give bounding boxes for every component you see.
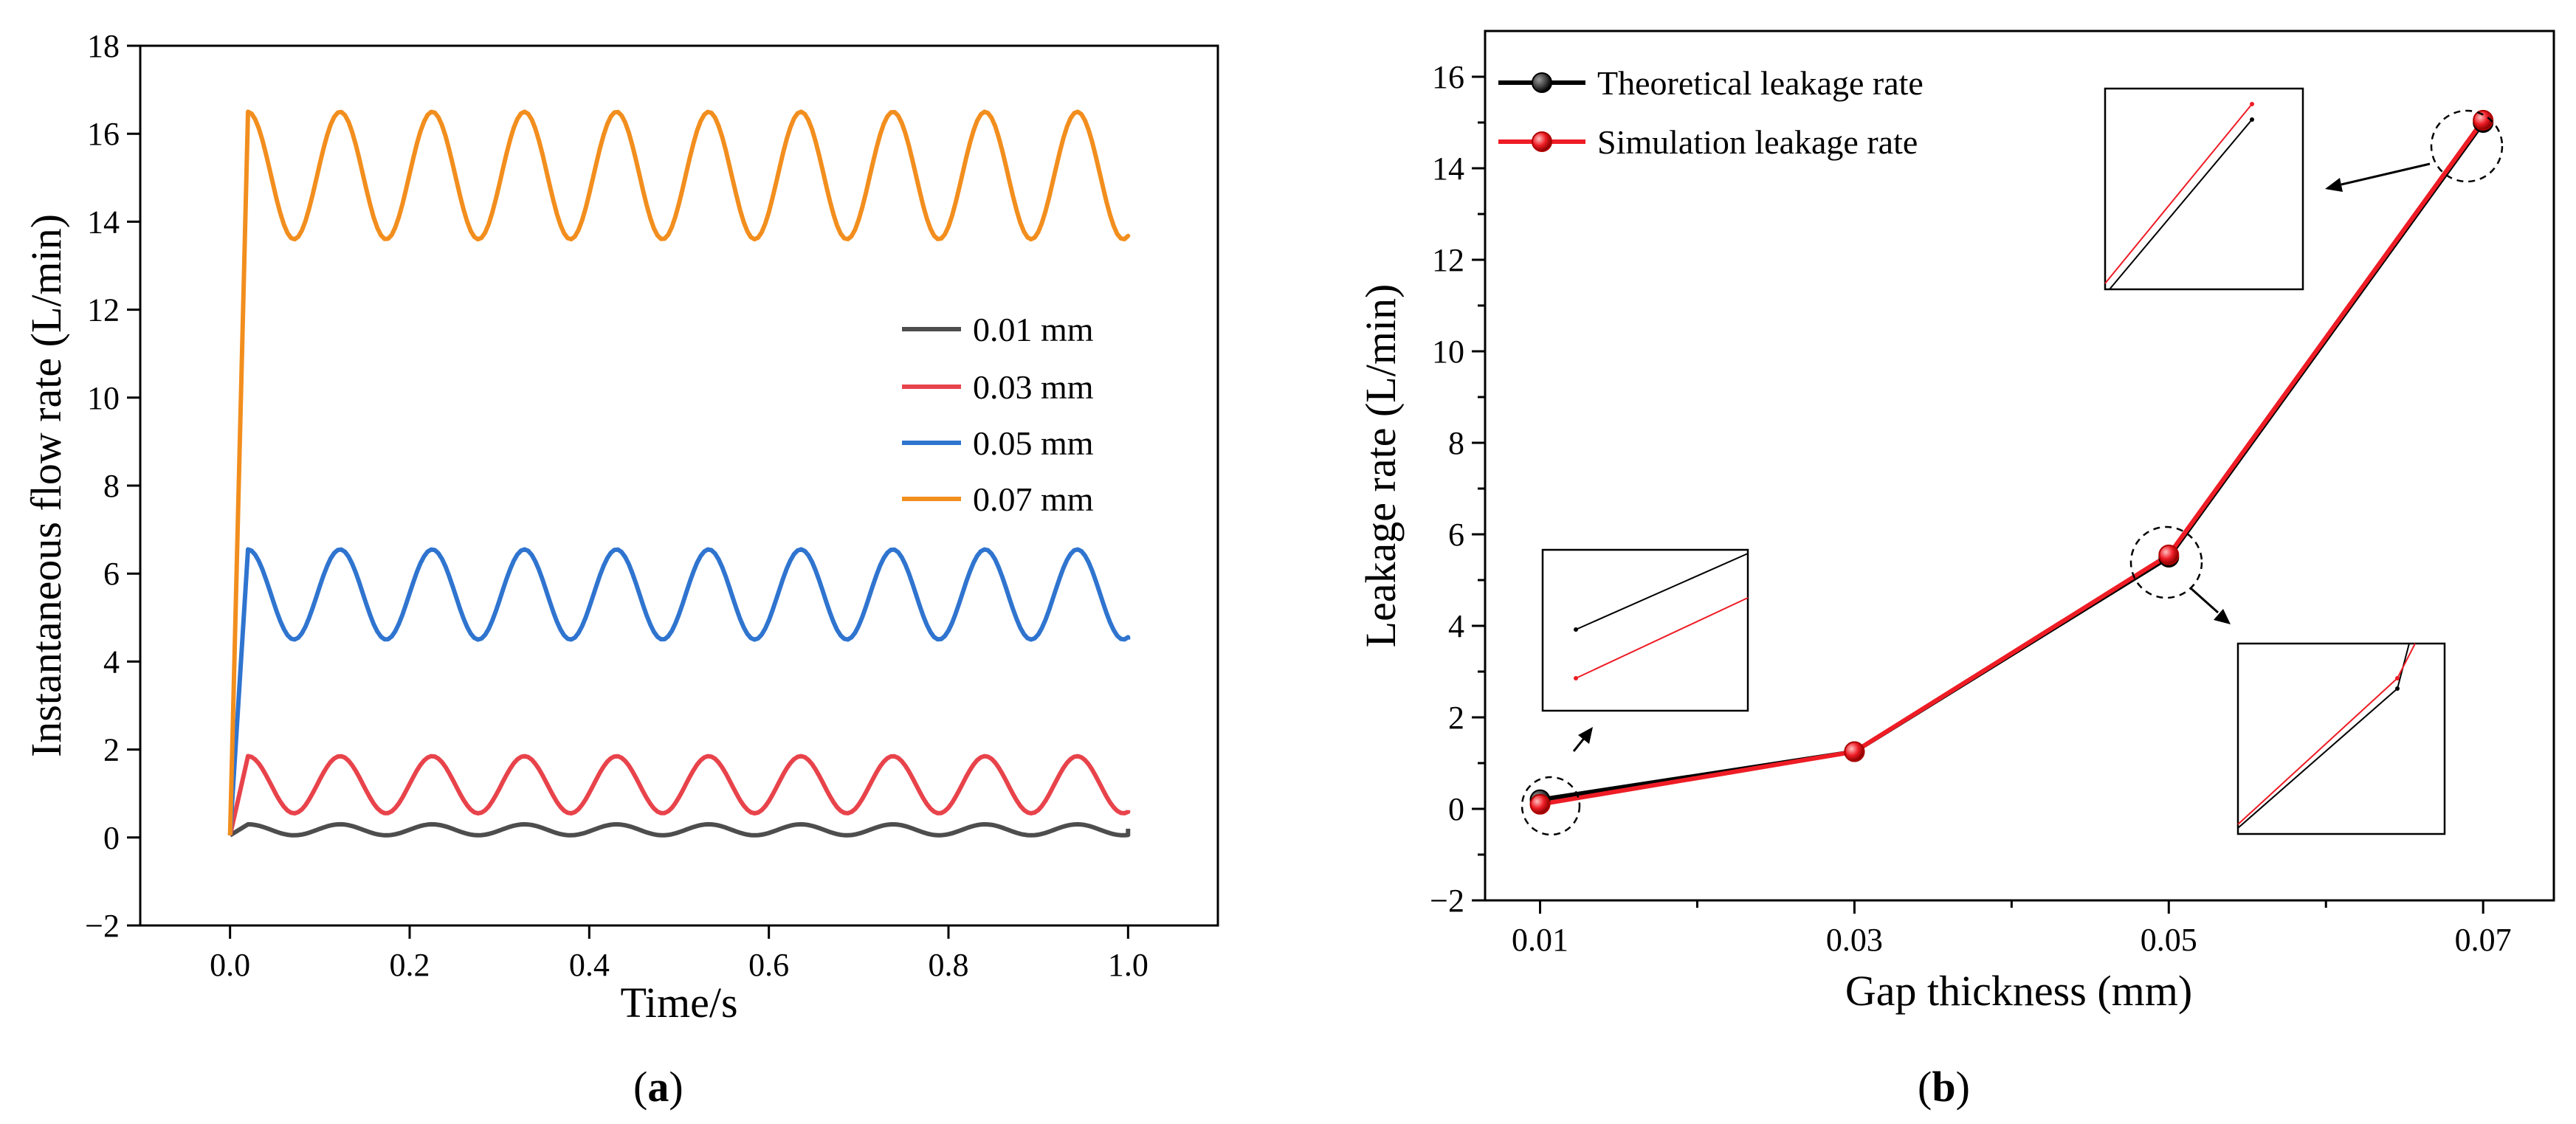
chart-b-ytick-label-3: 4	[1448, 608, 1464, 644]
chart-b-xlabel: Gap thickness (mm)	[1845, 967, 2192, 1015]
legend-marker-simulation	[1532, 131, 1552, 152]
chart-a-ytick-label-8: 14	[87, 204, 120, 240]
legend-label-0-03-mm: 0.03 mm	[973, 368, 1094, 406]
chart-a-ytick-label-5: 8	[103, 468, 120, 504]
chart-b-ytick-label-2: 2	[1448, 700, 1464, 736]
zoom-circle-0-07	[2430, 109, 2504, 183]
chart-a-ytick-label-2: 2	[103, 732, 120, 768]
chart-a-series	[227, 109, 1131, 838]
chart-b-ytick-label-7: 12	[1432, 242, 1464, 278]
chart-b-legend: Theoretical leakage rate Simulation leak…	[1498, 64, 1924, 161]
chart-b: 0.01 0.03 0.05 0.07 −2 0 2 4 6 8 10 12 14 16	[1357, 30, 2555, 1111]
point-simulation-leakage-rate-3	[2473, 109, 2494, 131]
legend-label-simulation: Simulation leakage rate	[1597, 123, 1918, 161]
chart-b-ytick-label-6: 10	[1432, 334, 1464, 370]
series-line-0-01-mm	[229, 821, 1131, 838]
chart-a-xtick-label-3: 0.6	[748, 947, 789, 983]
chart-b-xtick-label-0: 0.01	[1512, 922, 1568, 958]
series-line-0-03-mm	[227, 754, 1131, 836]
legend-label-0-01-mm: 0.01 mm	[973, 311, 1094, 348]
series-line-0-05-mm	[227, 547, 1131, 835]
zoom-arrow-0-01	[1572, 727, 1593, 752]
chart-b-ylabel: Leakage rate (L/min)	[1357, 284, 1405, 648]
chart-a-ylabel: Instantaneous flow rate (L/min)	[22, 214, 70, 757]
panel-label-b: (b)	[1918, 1063, 1970, 1111]
chart-a-ytick-label-7: 12	[87, 292, 120, 328]
panel-label-a: (a)	[633, 1063, 683, 1111]
zoom-inset-0-07	[2104, 87, 2304, 291]
chart-b-frame	[1484, 30, 2555, 902]
point-simulation-leakage-rate-2	[2158, 544, 2180, 565]
chart-a-ytick-label-0: −2	[85, 908, 120, 944]
chart-a-ytick-label-1: 0	[103, 820, 120, 856]
zoom-inset-0-01	[1541, 548, 1749, 712]
zoom-arrow-0-07	[2325, 162, 2431, 192]
legend-marker-theoretical	[1532, 72, 1552, 93]
legend-label-0-05-mm: 0.05 mm	[973, 424, 1094, 462]
chart-a-xtick-label-5: 1.0	[1108, 947, 1148, 983]
chart-b-xtick-label-1: 0.03	[1826, 922, 1883, 958]
chart-a-ytick-label-9: 16	[87, 116, 120, 152]
chart-a: 0.0 0.2 0.4 0.6 0.8 1.0 −2 0 2 4 6 8 10 12 14 16 18 0.01…	[22, 28, 1219, 1111]
chart-b-xtick-label-3: 0.07	[2455, 922, 2512, 958]
chart-a-ytick-label-4: 6	[103, 556, 120, 592]
chart-b-ytick-label-9: 16	[1432, 59, 1464, 95]
chart-b-ticks: 0.01 0.03 0.05 0.07 −2 0 2 4 6 8 10 12 14 16	[1430, 59, 2512, 958]
point-simulation-leakage-rate-1	[1844, 741, 1865, 762]
chart-b-ytick-label-0: −2	[1430, 883, 1464, 919]
chart-a-ytick-label-6: 10	[87, 380, 120, 416]
point-simulation-leakage-rate-0	[1529, 793, 1551, 815]
chart-a-xtick-label-0: 0.0	[210, 947, 250, 983]
chart-a-xtick-label-4: 0.8	[929, 947, 969, 983]
zoom-arrow-0-05	[2190, 587, 2231, 624]
legend-label-theoretical: Theoretical leakage rate	[1597, 64, 1924, 102]
chart-a-ticks: 0.0 0.2 0.4 0.6 0.8 1.0 −2 0 2 4 6 8 10 12 14 16 18	[85, 28, 1148, 983]
chart-b-xtick-label-2: 0.05	[2141, 922, 2197, 958]
chart-a-xtick-label-2: 0.4	[569, 947, 610, 983]
zoom-inset-0-05	[2236, 642, 2446, 835]
chart-a-ytick-label-3: 4	[103, 644, 120, 680]
series-line-simulation-leakage-rate	[1540, 119, 2485, 807]
series-line-0-07-mm	[227, 109, 1131, 835]
chart-b-ytick-label-1: 0	[1448, 791, 1464, 827]
zoom-circle-0-05	[2129, 525, 2203, 599]
chart-b-ytick-label-8: 14	[1432, 151, 1464, 187]
chart-b-series	[1529, 109, 2494, 815]
zoom-circle-0-01	[1521, 776, 1581, 836]
chart-a-xtick-label-1: 0.2	[390, 947, 430, 983]
chart-a-ytick-label-10: 18	[87, 28, 120, 64]
chart-a-legend: 0.01 mm 0.03 mm 0.05 mm 0.07 mm	[902, 311, 1094, 518]
chart-a-xlabel: Time/s	[620, 979, 737, 1027]
chart-b-ytick-label-5: 8	[1448, 425, 1464, 461]
legend-label-0-07-mm: 0.07 mm	[973, 480, 1094, 518]
chart-b-ytick-label-4: 6	[1448, 517, 1464, 553]
